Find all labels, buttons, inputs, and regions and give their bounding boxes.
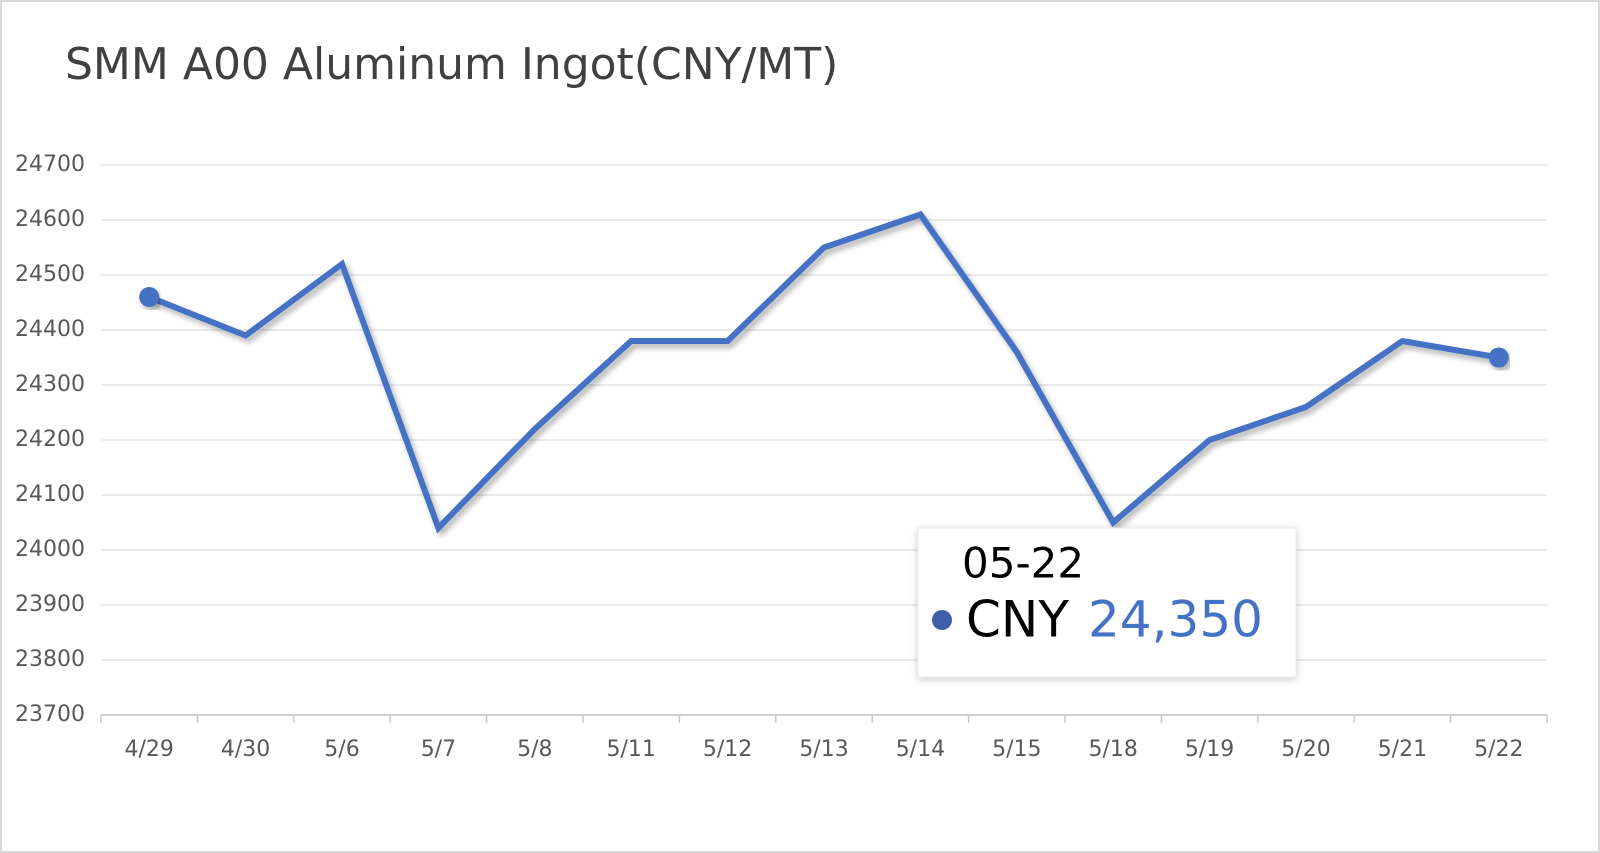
y-tick-label: 23800 bbox=[15, 647, 85, 672]
y-tick-label: 24000 bbox=[15, 537, 85, 562]
y-tick-label: 24500 bbox=[15, 262, 85, 287]
x-tick-label: 5/21 bbox=[1378, 737, 1427, 762]
y-tick-label: 24600 bbox=[15, 207, 85, 232]
point bbox=[1488, 347, 1509, 368]
x-tick-label: 5/18 bbox=[1088, 737, 1137, 762]
y-tick-label: 23900 bbox=[15, 592, 85, 617]
x-tick-label: 5/6 bbox=[324, 737, 359, 762]
x-tick-label: 5/14 bbox=[896, 737, 945, 762]
point bbox=[139, 287, 160, 307]
y-tick-label: 24400 bbox=[15, 317, 85, 342]
x-tick-label: 5/20 bbox=[1281, 737, 1330, 762]
tooltip-dot bbox=[932, 610, 952, 630]
x-tick-label: 5/22 bbox=[1474, 737, 1523, 762]
tooltip-value: 24,350 bbox=[1088, 591, 1263, 649]
tooltip-series: CNY bbox=[966, 591, 1069, 649]
x-tick-label: 5/19 bbox=[1185, 737, 1234, 762]
line bbox=[148, 210, 1500, 534]
x-tick-label: 5/13 bbox=[799, 737, 848, 762]
x-tick-label: 5/15 bbox=[992, 737, 1041, 762]
y-tick-label: 24300 bbox=[15, 372, 85, 397]
tooltip-box bbox=[917, 527, 1297, 678]
tooltip-date: 05-22 bbox=[962, 539, 1084, 588]
y-tick-label: 24100 bbox=[15, 482, 85, 507]
y-tick-label: 23700 bbox=[15, 702, 85, 727]
y-tick-label: 24200 bbox=[15, 427, 85, 452]
x-tick-label: 4/30 bbox=[221, 737, 270, 762]
chart-title: SMM A00 Aluminum Ingot(CNY/MT) bbox=[65, 39, 838, 90]
x-tick-label: 5/8 bbox=[517, 737, 552, 762]
y-tick-label: 24700 bbox=[15, 152, 85, 177]
x-tick-label: 5/11 bbox=[606, 737, 655, 762]
x-tick-label: 4/29 bbox=[124, 737, 173, 762]
x-tick-label: 5/12 bbox=[703, 737, 752, 762]
x-tick-label: 5/7 bbox=[421, 737, 456, 762]
